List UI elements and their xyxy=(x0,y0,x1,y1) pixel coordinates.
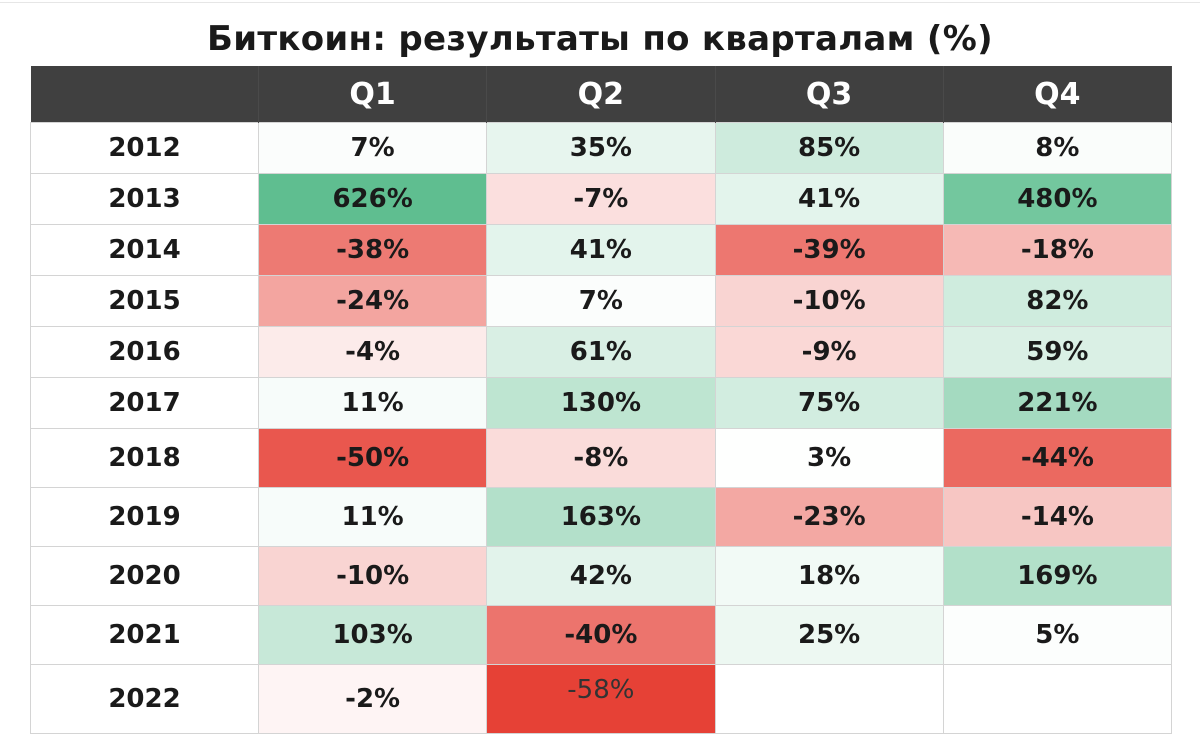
table-row: 2019 11% 163% -23% -14% xyxy=(30,487,1173,547)
value-cell: -9% xyxy=(714,326,944,378)
header-row: Q1 Q2 Q3 Q4 xyxy=(30,66,1173,123)
value-cell: 11% xyxy=(257,487,488,547)
value-cell: 41% xyxy=(486,224,716,276)
value-cell: 41% xyxy=(714,173,944,225)
value-cell: -39% xyxy=(714,224,944,276)
year-cell: 2019 xyxy=(30,487,259,547)
value-cell: -18% xyxy=(942,224,1173,276)
value-cell: 25% xyxy=(714,605,944,665)
value-cell: -58% xyxy=(486,664,716,734)
value-cell: 130% xyxy=(486,377,716,429)
table-row: 2014 -38% 41% -39% -18% xyxy=(30,224,1173,276)
value-cell: 8% xyxy=(942,122,1173,174)
table-row: 2013 626% -7% 41% 480% xyxy=(30,173,1173,225)
value-cell: -50% xyxy=(257,428,488,488)
table-row: 2017 11% 130% 75% 221% xyxy=(30,377,1173,429)
header-cell-q4: Q4 xyxy=(943,66,1173,123)
value-cell: 7% xyxy=(257,122,488,174)
value-cell: -14% xyxy=(942,487,1173,547)
value-cell xyxy=(714,664,944,734)
value-cell: 59% xyxy=(942,326,1173,378)
value-cell: 169% xyxy=(942,546,1173,606)
table-row: 2020 -10% 42% 18% 169% xyxy=(30,546,1173,606)
year-cell: 2014 xyxy=(30,224,259,276)
quarterly-returns-table: Q1 Q2 Q3 Q4 2012 7% 35% 85% 8% 2013 626%… xyxy=(30,66,1173,734)
value-cell: 7% xyxy=(486,275,716,327)
year-cell: 2022 xyxy=(30,664,259,734)
value-cell: 3% xyxy=(714,428,944,488)
value-cell: 42% xyxy=(486,546,716,606)
year-cell: 2020 xyxy=(30,546,259,606)
table-row: 2015 -24% 7% -10% 82% xyxy=(30,275,1173,327)
year-cell: 2012 xyxy=(30,122,259,174)
value-cell: 61% xyxy=(486,326,716,378)
year-cell: 2016 xyxy=(30,326,259,378)
value-cell: 11% xyxy=(257,377,488,429)
year-cell: 2021 xyxy=(30,605,259,665)
header-cell-year xyxy=(30,66,259,123)
value-cell xyxy=(942,664,1173,734)
value-cell: 18% xyxy=(714,546,944,606)
table-row: 2022 -2% -58% xyxy=(30,664,1173,734)
value-cell: -10% xyxy=(257,546,488,606)
value-cell: -24% xyxy=(257,275,488,327)
value-cell: -38% xyxy=(257,224,488,276)
value-cell: 5% xyxy=(942,605,1173,665)
value-cell: 82% xyxy=(942,275,1173,327)
header-cell-q3: Q3 xyxy=(715,66,944,123)
year-cell: 2018 xyxy=(30,428,259,488)
value-cell: -10% xyxy=(714,275,944,327)
value-cell: -40% xyxy=(486,605,716,665)
value-cell: 163% xyxy=(486,487,716,547)
value-cell: -7% xyxy=(486,173,716,225)
top-divider xyxy=(0,2,1200,3)
value-cell: -4% xyxy=(257,326,488,378)
table-row: 2016 -4% 61% -9% 59% xyxy=(30,326,1173,378)
value-cell: 221% xyxy=(942,377,1173,429)
value-cell: -2% xyxy=(257,664,488,734)
value-cell: -23% xyxy=(714,487,944,547)
value-cell: 626% xyxy=(257,173,488,225)
value-cell: 35% xyxy=(486,122,716,174)
year-cell: 2013 xyxy=(30,173,259,225)
year-cell: 2015 xyxy=(30,275,259,327)
table-row: 2021 103% -40% 25% 5% xyxy=(30,605,1173,665)
value-cell: -44% xyxy=(942,428,1173,488)
value-cell: 480% xyxy=(942,173,1173,225)
year-cell: 2017 xyxy=(30,377,259,429)
value-cell: -8% xyxy=(486,428,716,488)
table-row: 2018 -50% -8% 3% -44% xyxy=(30,428,1173,488)
table-title: Биткоин: результаты по кварталам (%) xyxy=(207,19,993,59)
header-cell-q2: Q2 xyxy=(486,66,716,123)
value-cell: 103% xyxy=(257,605,488,665)
header-cell-q1: Q1 xyxy=(258,66,488,123)
table-row: 2012 7% 35% 85% 8% xyxy=(30,122,1173,174)
value-cell: 75% xyxy=(714,377,944,429)
value-cell: 85% xyxy=(714,122,944,174)
